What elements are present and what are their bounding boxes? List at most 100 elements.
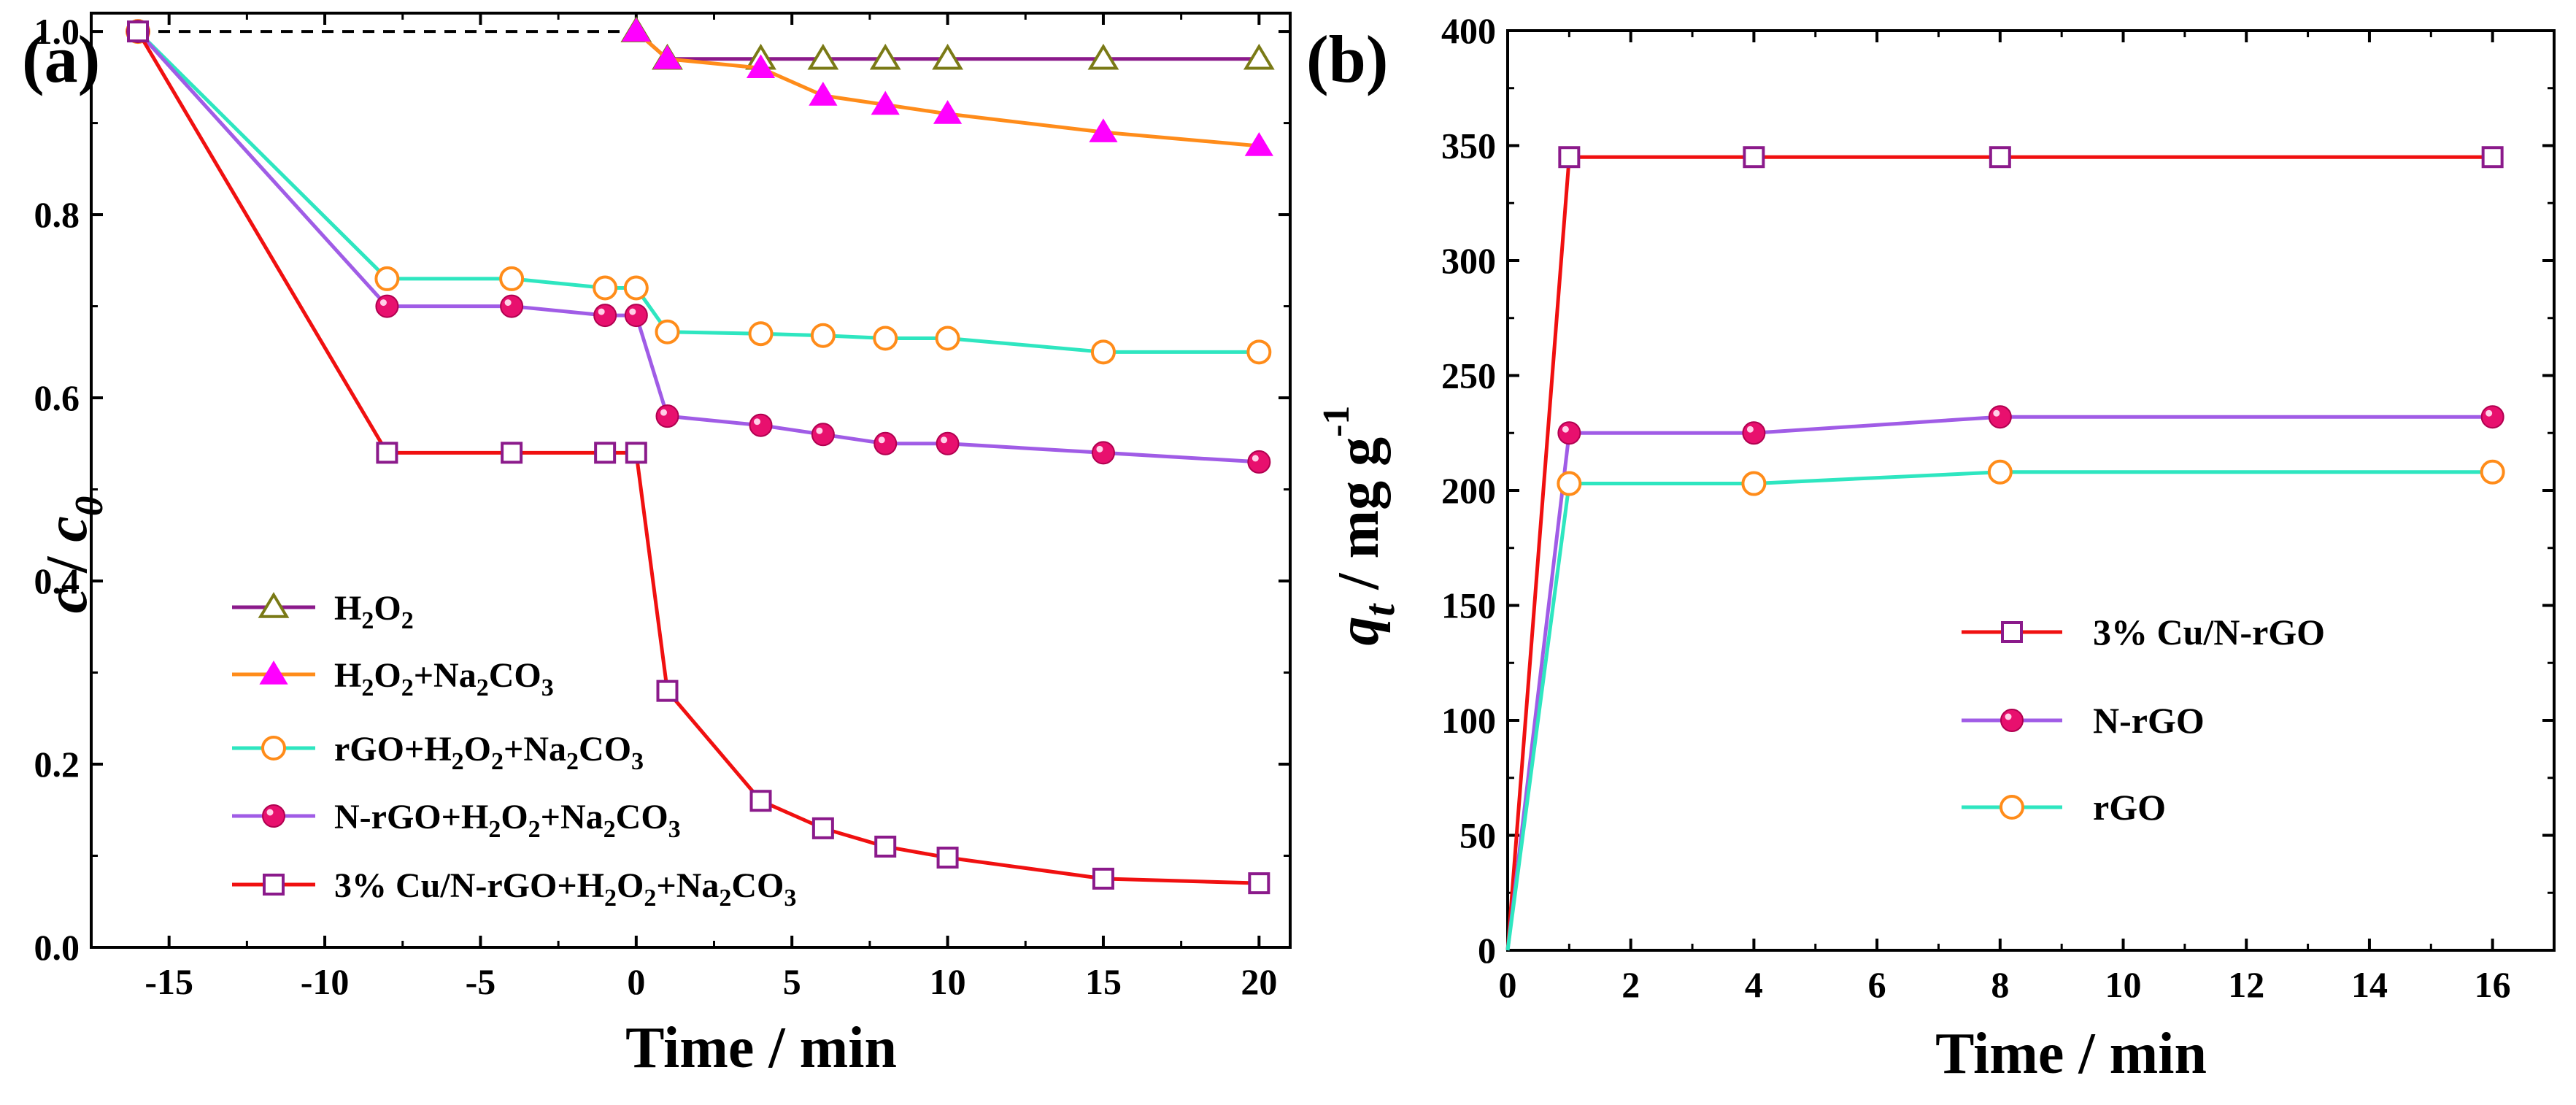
x-tick-label-1-7: 14 [2351,964,2388,1005]
legend-a-marker-3-highlight [266,809,274,816]
point-0-4-1 [376,442,398,464]
legend-b: 3% Cu/N-rGO N-rGO rGO [1962,612,2325,828]
point-0-3-8 [874,431,898,455]
panel-a-ylabel-c: c [35,588,99,614]
y-tick-label-0-2: 0.4 [34,561,80,601]
panel-a-ylabel-sub: 0 [66,496,111,517]
legend-a-label-1-part-4: +Na [414,656,477,695]
y-tick-label-1-1: 50 [1459,815,1496,856]
point-0-2-3 [593,275,618,301]
panel-a-y-axis-title: c / c0 [35,496,111,614]
point-1-0-4 [2481,146,2504,169]
point-0-3-11-highlight [1252,455,1259,462]
point-0-4-5 [656,679,679,702]
point-0-3-9 [936,431,960,455]
legend-a-marker-2 [261,736,286,761]
y-tick-label-1-4: 200 [1441,470,1496,511]
legend-a-marker-4 [263,874,285,896]
point-0-3-5-highlight [660,409,667,416]
point-0-4-9 [936,847,959,869]
y-tick-label-1-5: 250 [1441,355,1496,396]
point-0-2-8 [873,326,898,351]
point-0-4-11 [1248,872,1270,895]
point-1-2-1 [1557,471,1582,496]
legend-a-label-2-part-1: 2 [452,748,464,775]
point-0-1-7 [1244,132,1273,156]
legend-b-marker-1-highlight [2005,713,2012,720]
x-tick-label-0-7: 20 [1241,961,1277,1002]
panel-a-x-axis-title: Time / min [625,1016,897,1080]
series-line-0-2 [136,30,1260,354]
panel-b-ylabel-q: q [1327,616,1391,645]
legend-a-label-4-part-1: 2 [604,885,617,912]
point-0-3-10-highlight [1096,445,1103,453]
panel-a-chart: (a) Time / min c / c0 -15 -10 -5 0 5 10 15 200.… [22,11,1292,1080]
y-tick-label-1-6: 300 [1441,240,1496,281]
legend-a-label-1: H2O2+Na2CO3 [334,656,554,701]
point-0-4-4 [625,442,647,464]
point-0-3-11 [1247,450,1271,474]
panel-a-label: (a) [22,22,100,96]
point-0-0-4 [869,43,901,70]
legend-a-label-4-part-0: 3% Cu/N-rGO+H [334,866,604,905]
point-0-3-4 [624,304,648,328]
x-tick-label-0-3: 0 [627,961,645,1002]
point-0-3-7 [811,423,835,447]
point-0-2-1 [374,266,400,291]
y-tick-label-1-0: 0 [1478,930,1496,971]
point-0-2-10 [1090,339,1116,365]
legend-a-label-1-part-6: CO [489,656,541,695]
panel-b-chart: (b) Time / min qt / mg g-1 0 2 4 6 8 10 12 14 16… [1306,10,2556,1086]
point-0-1-4 [871,91,900,115]
legend-a-label-4-part-6: CO [731,866,784,905]
legend-a-marker-3 [262,804,285,828]
point-0-4-7 [811,817,834,839]
panel-a-ylabel-c0: c [35,516,99,542]
legend-a-label-1-part-1: 2 [361,674,374,701]
point-0-3-8-highlight [878,436,885,444]
legend-a-label-1-part-0: H [334,656,361,695]
point-1-1-3 [1988,405,2012,429]
legend-a-label-3-part-4: +Na [541,798,603,836]
point-0-0-7 [1243,43,1275,70]
y-tick-label-0-3: 0.6 [34,377,80,418]
point-0-2-2 [499,266,525,291]
series-0-2 [126,19,1272,365]
point-0-4-10 [1092,867,1114,890]
point-0-3-3-highlight [598,308,605,315]
point-1-2-2 [1741,471,1767,496]
series-1-0 [1505,146,2504,951]
legend-b-label-2: rGO [2093,787,2166,828]
series-line-0-4 [136,30,1260,885]
series-1-1 [1505,405,2504,951]
point-0-3-3 [593,304,617,328]
point-0-3-4-highlight [629,308,636,315]
point-1-2-3 [1987,459,2013,485]
point-0-3-6-highlight [754,418,761,426]
legend-a-label-4-part-5: 2 [719,885,731,912]
point-0-3-1-highlight [379,299,387,307]
y-tick-label-0-1: 0.2 [34,744,80,785]
legend-a-label-2-part-4: +Na [504,730,566,769]
point-0-2-11 [1246,339,1272,365]
series-1-2 [1505,459,2505,951]
legend-a-label-4-part-4: +Na [656,866,719,905]
point-1-1-2-highlight [1746,426,1754,433]
legend-a-label-2-part-7: 3 [631,748,644,775]
point-1-1-3-highlight [1993,409,2000,417]
point-1-1-4-highlight [2486,409,2493,417]
point-0-3-7-highlight [816,427,823,434]
x-tick-label-1-8: 16 [2475,964,2511,1005]
panel-a-ylabel-sep: / [35,542,99,588]
point-1-1-1-highlight [1562,426,1569,433]
x-tick-label-0-2: -5 [466,961,496,1002]
plot-frame-0 [90,12,1292,949]
panel-b-ylabel-sub: t [1355,602,1403,616]
legend-a-label-1-part-5: 2 [477,674,489,701]
legend-a-label-3-part-1: 2 [488,816,501,843]
point-0-2-7 [810,323,836,348]
legend-a-label-0: H2O2 [334,589,414,634]
legend-a-label-2-part-6: CO [579,730,631,769]
x-tick-label-1-2: 4 [1745,964,1763,1005]
